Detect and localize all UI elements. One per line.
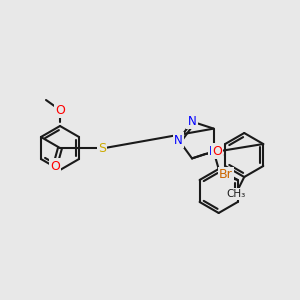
Text: S: S: [98, 142, 106, 154]
Text: N: N: [188, 115, 196, 128]
Text: O: O: [50, 160, 60, 172]
Text: Br: Br: [219, 169, 232, 182]
Text: O: O: [55, 103, 65, 116]
Text: N: N: [174, 134, 183, 146]
Text: N: N: [209, 145, 218, 158]
Text: CH₃: CH₃: [226, 189, 246, 199]
Text: O: O: [212, 145, 222, 158]
